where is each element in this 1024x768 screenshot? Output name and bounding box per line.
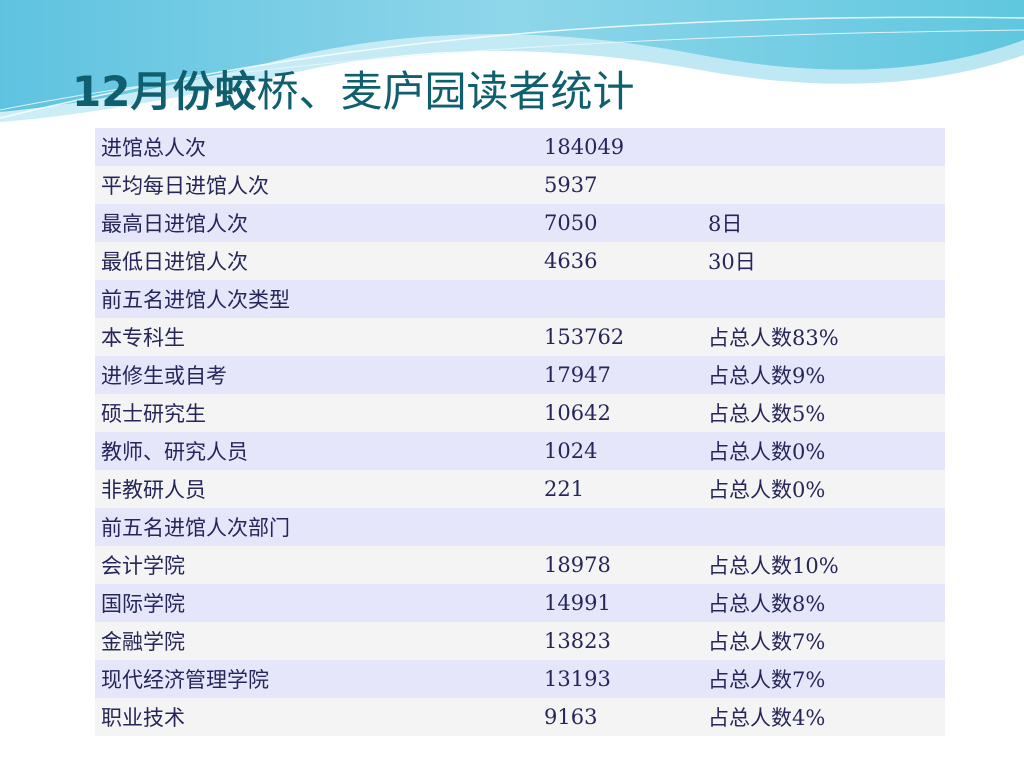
row-label-cell: 现代经济管理学院 [95,660,538,698]
row-value-cell: 153762 [538,318,702,356]
row-label-cell: 最低日进馆人次 [95,242,538,280]
row-note-cell [702,508,945,546]
row-label-cell: 金融学院 [95,622,538,660]
row-value-cell: 184049 [538,128,702,166]
table-row: 最低日进馆人次 4636 30日 [95,242,945,280]
table-row: 最高日进馆人次 7050 8日 [95,204,945,242]
row-note-cell: 占总人数5% [702,394,945,432]
row-label-cell: 职业技术 [95,698,538,736]
table-row: 非教研人员 221 占总人数0% [95,470,945,508]
visitor-stats-table: 进馆总人次 184049 平均每日进馆人次 5937 最高日进馆人次 7050 8日 最低日进… [95,128,945,736]
table-row: 进馆总人次 184049 [95,128,945,166]
table-row: 教师、研究人员 1024 占总人数0% [95,432,945,470]
table-row: 会计学院 18978 占总人数10% [95,546,945,584]
row-value-cell: 13193 [538,660,702,698]
row-label-cell: 平均每日进馆人次 [95,166,538,204]
row-label-cell: 硕士研究生 [95,394,538,432]
row-value-cell: 18978 [538,546,702,584]
table-row: 前五名进馆人次部门 [95,508,945,546]
row-value-cell [538,280,702,318]
slide-title-rest: 桥、麦庐园读者统计 [256,67,635,116]
table-row: 平均每日进馆人次 5937 [95,166,945,204]
table-row: 进修生或自考 17947 占总人数9% [95,356,945,394]
row-label-cell: 非教研人员 [95,470,538,508]
row-note-cell: 占总人数9% [702,356,945,394]
row-value-cell: 14991 [538,584,702,622]
row-label-cell: 教师、研究人员 [95,432,538,470]
row-value-cell: 1024 [538,432,702,470]
row-value-cell: 5937 [538,166,702,204]
row-label-cell: 前五名进馆人次部门 [95,508,538,546]
row-note-cell: 8日 [702,204,945,242]
row-note-cell: 30日 [702,242,945,280]
row-note-cell [702,280,945,318]
row-value-cell: 17947 [538,356,702,394]
row-label-cell: 前五名进馆人次类型 [95,280,538,318]
table-row: 现代经济管理学院 13193 占总人数7% [95,660,945,698]
row-value-cell: 4636 [538,242,702,280]
table-row: 前五名进馆人次类型 [95,280,945,318]
table-row: 国际学院 14991 占总人数8% [95,584,945,622]
row-note-cell: 占总人数83% [702,318,945,356]
slide-title-bold: 12月份蛟 [72,67,257,116]
table-row: 本专科生 153762 占总人数83% [95,318,945,356]
row-note-cell: 占总人数7% [702,622,945,660]
row-note-cell [702,166,945,204]
row-label-cell: 会计学院 [95,546,538,584]
row-label-cell: 最高日进馆人次 [95,204,538,242]
row-note-cell: 占总人数8% [702,584,945,622]
table-row: 职业技术 9163 占总人数4% [95,698,945,736]
row-value-cell: 13823 [538,622,702,660]
slide-title: 12月份蛟桥、麦庐园读者统计 [72,64,634,120]
row-note-cell: 占总人数0% [702,432,945,470]
row-note-cell: 占总人数4% [702,698,945,736]
row-note-cell: 占总人数0% [702,470,945,508]
row-note-cell: 占总人数7% [702,660,945,698]
row-note-cell: 占总人数10% [702,546,945,584]
row-label-cell: 进修生或自考 [95,356,538,394]
table-row: 硕士研究生 10642 占总人数5% [95,394,945,432]
row-value-cell: 9163 [538,698,702,736]
row-label-cell: 本专科生 [95,318,538,356]
row-value-cell: 10642 [538,394,702,432]
header-wave-decoration [0,0,1024,122]
row-label-cell: 进馆总人次 [95,128,538,166]
row-label-cell: 国际学院 [95,584,538,622]
row-value-cell [538,508,702,546]
row-value-cell: 221 [538,470,702,508]
row-value-cell: 7050 [538,204,702,242]
table-row: 金融学院 13823 占总人数7% [95,622,945,660]
stats-table-body: 进馆总人次 184049 平均每日进馆人次 5937 最高日进馆人次 7050 8日 最低日进… [95,128,945,736]
row-note-cell [702,128,945,166]
